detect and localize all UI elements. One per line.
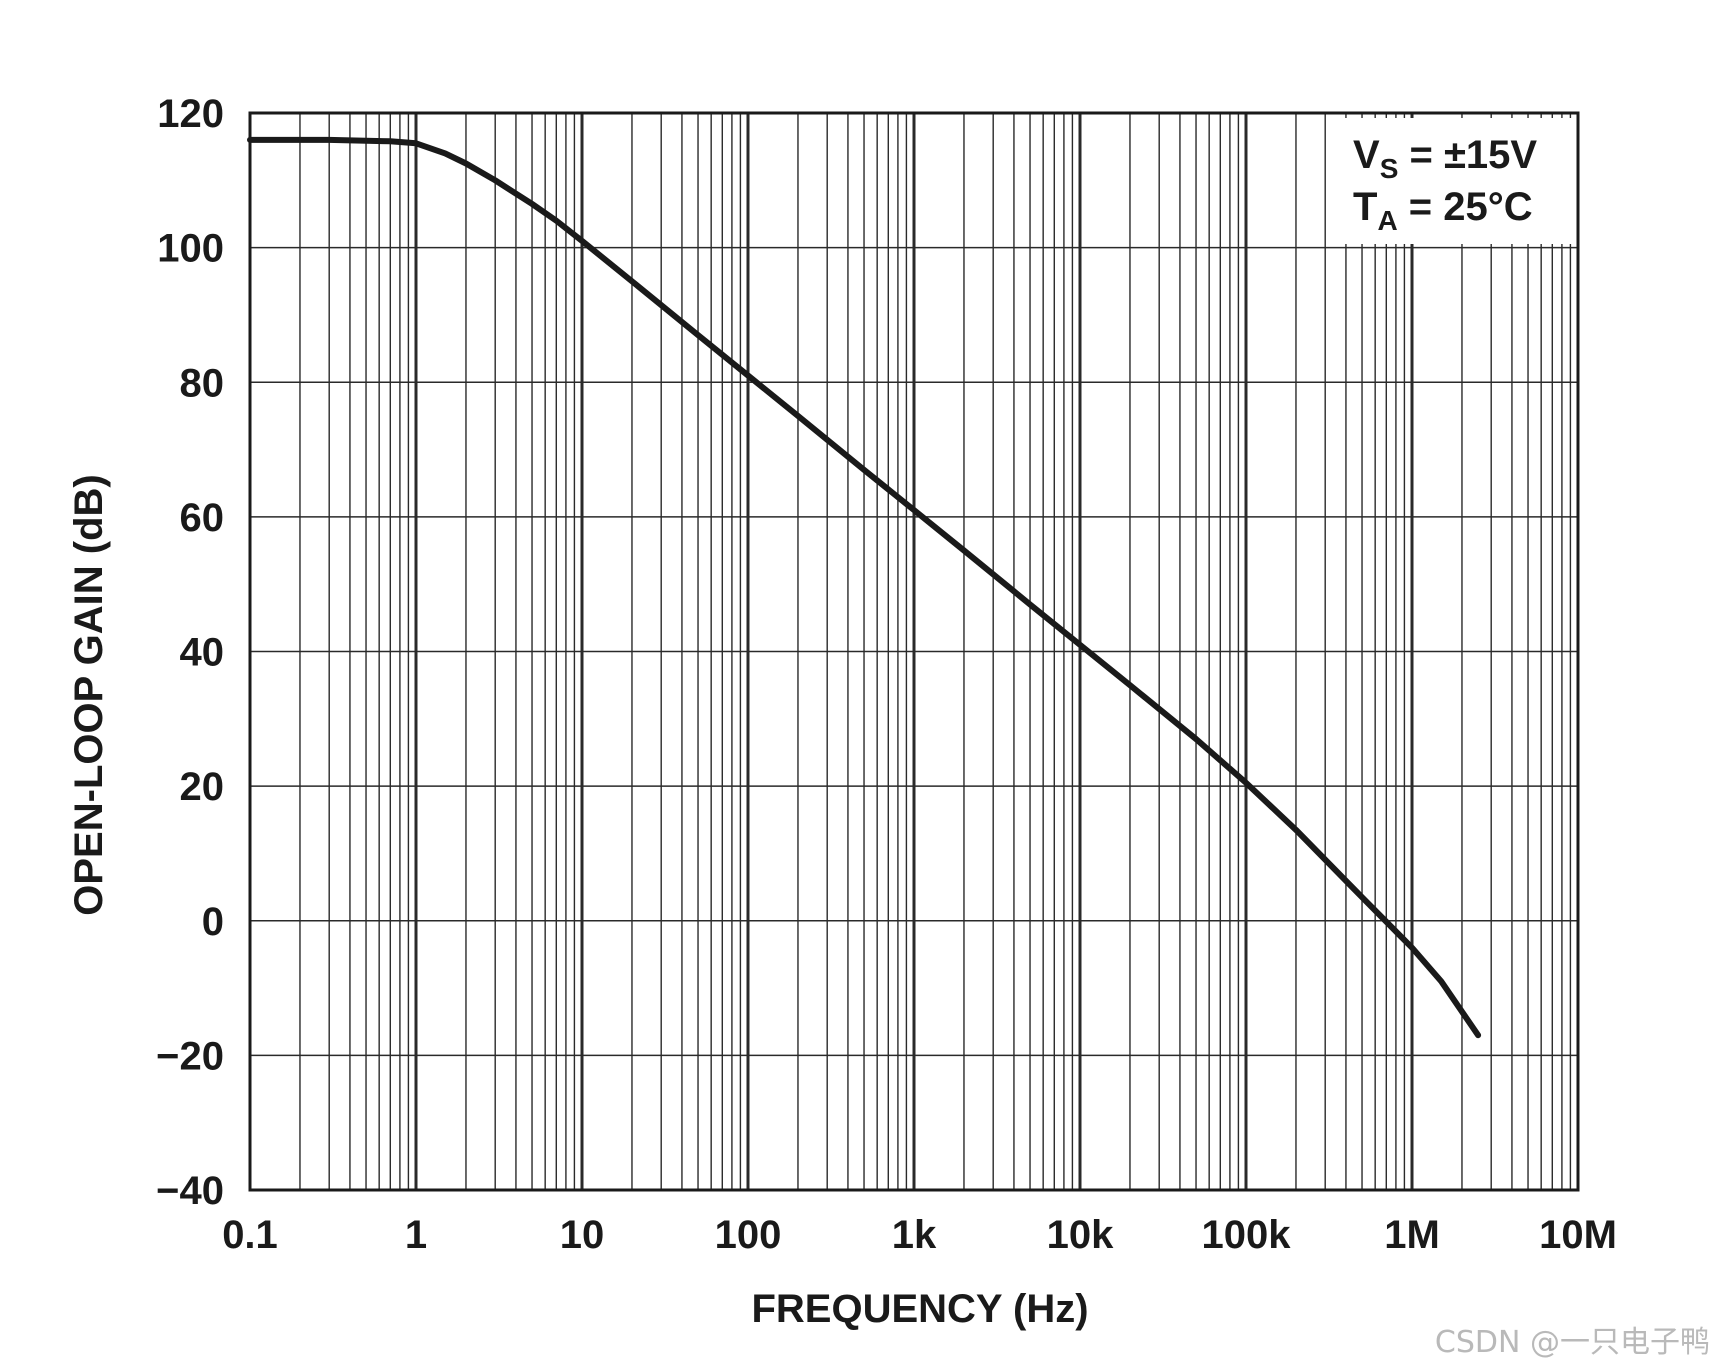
y-tick-label: 40 — [180, 631, 225, 675]
x-tick-label: 10M — [1539, 1213, 1617, 1257]
series-layer — [247, 136, 1482, 1039]
y-tick-labels: 120 100 80 60 40 20 0 −20 −40 — [156, 92, 224, 1213]
series-line-0 — [247, 136, 1482, 1039]
legend-line-supply: VS = ±15V — [1353, 133, 1537, 184]
legend-line-temperature: TA = 25°C — [1353, 185, 1533, 236]
x-tick-label: 10 — [560, 1213, 605, 1257]
x-tick-label: 10k — [1047, 1213, 1114, 1257]
x-tick-label: 1 — [405, 1213, 427, 1257]
y-tick-label: −40 — [156, 1169, 224, 1213]
legend-background — [1344, 118, 1576, 244]
y-tick-label: 120 — [157, 92, 224, 136]
conditions-legend: VS = ±15V TA = 25°C — [1344, 118, 1576, 244]
x-tick-label: 0.1 — [222, 1213, 278, 1257]
y-tick-label: 100 — [157, 227, 224, 271]
watermark-text: CSDN @一只电子鸭 — [1435, 1325, 1710, 1360]
y-tick-label: −20 — [156, 1034, 224, 1078]
y-tick-label: 20 — [180, 765, 225, 809]
y-tick-label: 60 — [180, 496, 225, 540]
x-tick-label: 1M — [1384, 1213, 1440, 1257]
x-tick-labels: 0.1 1 10 100 1k 10k 100k 1M 10M — [222, 1213, 1617, 1257]
plot-frame — [248, 111, 1580, 1192]
x-tick-label: 100 — [715, 1213, 782, 1257]
grid-layer — [248, 112, 1578, 1191]
x-tick-label: 100k — [1202, 1213, 1292, 1257]
x-tick-label: 1k — [892, 1213, 937, 1257]
y-axis-title: OPEN-LOOP GAIN (dB) — [67, 474, 111, 915]
x-axis-title: FREQUENCY (Hz) — [751, 1287, 1088, 1331]
y-tick-label: 0 — [202, 900, 224, 944]
y-tick-label: 80 — [180, 361, 225, 405]
